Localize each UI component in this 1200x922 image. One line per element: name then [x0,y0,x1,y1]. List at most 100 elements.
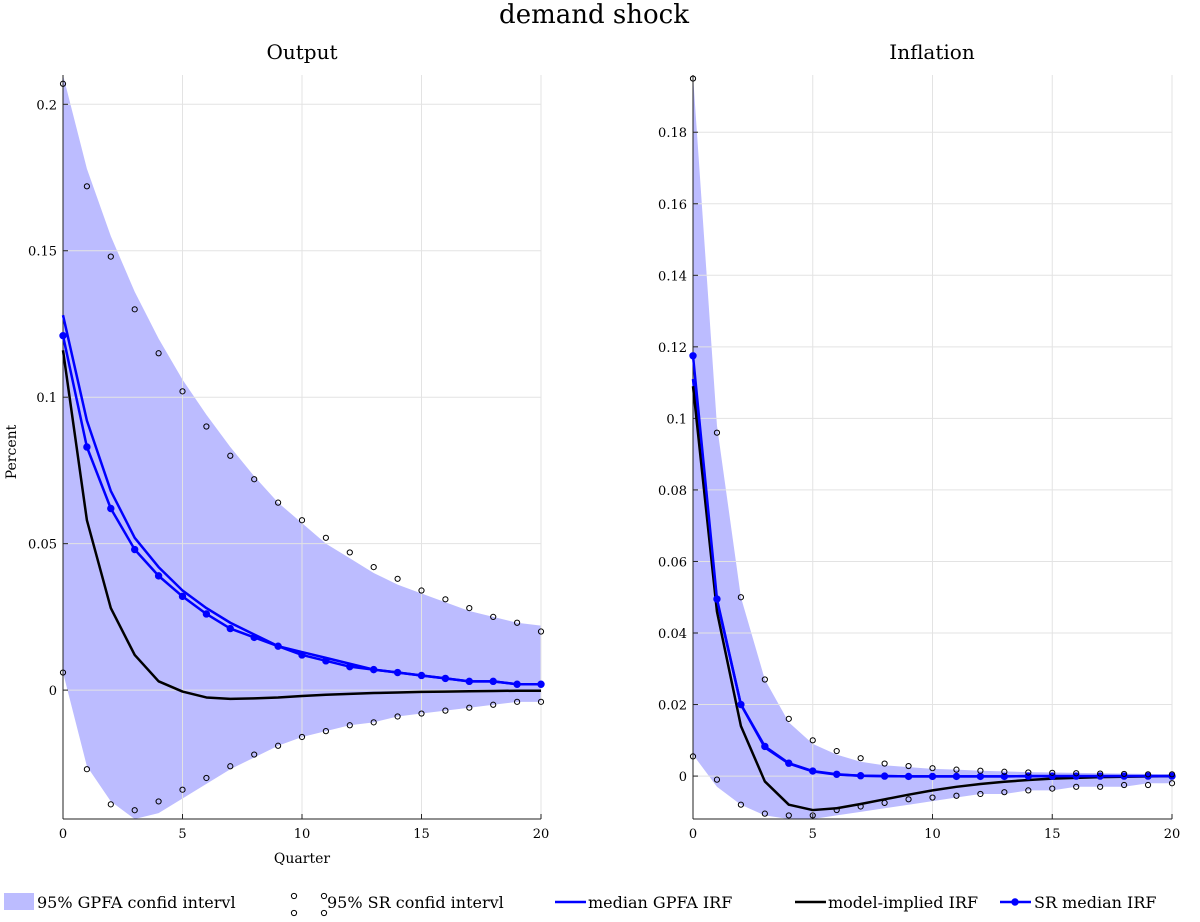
inflation-sr-band-lower-point [929,794,936,801]
output-sr-band-upper-point [418,587,425,594]
inflation-sr-band-lower-point [977,790,984,798]
output-sr-median-point [226,624,235,633]
output-sr-band-lower-point [251,751,258,758]
inflation-gpfa-confidence-band [693,75,1172,819]
output-y-tick-label: 0.1 [36,391,57,406]
output-x-tick-label: 0 [59,827,67,842]
output-sr-band-upper-point [275,499,282,506]
inflation-sr-median-point [785,759,793,767]
output-y-axis-label: Percent [4,424,20,479]
inflation-y-tick-label: 0.18 [658,126,687,141]
inflation-sr-band-upper-point [689,75,697,82]
inflation-sr-band-lower-point [857,803,864,810]
inflation-sr-band-upper-point [1144,771,1152,778]
legend-model-implied-label: model-implied IRF [828,893,978,912]
output-sr-band-upper-point [466,605,473,612]
output-model-implied-line [61,350,541,701]
output-sr-band-upper-point [322,534,329,541]
output-sr-median-point [83,443,91,451]
output-y-tick-label: 0.2 [36,98,57,113]
output-sr-median-point [417,671,426,680]
output-sr-band-lower-point [83,766,91,773]
output-sr-band-lower-point [131,807,138,814]
output-sr-band-lower-point [394,713,401,720]
inflation-sr-median-point [856,772,865,780]
legend-sr-band-swatch [290,892,328,917]
legend: 95% GPFA confid intervl 95% SR confid in… [4,892,1157,917]
output-x-tick-label: 20 [533,827,550,842]
inflation-sr-band-upper-point [1025,769,1032,776]
inflation-sr-band-upper-point [833,747,840,755]
output-sr-band-upper-point [59,80,67,87]
output-sr-band-upper-point [298,517,306,524]
inflation-model-implied-line [691,386,1173,812]
inflation-sr-band-lower-point [1001,789,1008,796]
output-sr-band-upper-point [514,619,521,626]
inflation-sr-band-lower-point [785,812,792,819]
output-sr-band-upper-point [131,306,138,313]
output-sr-band-upper-point [346,549,353,556]
output-sr-band-lower-point [537,698,545,705]
legend-sr-median-swatch [1000,898,1031,906]
inflation-sr-median-point [1144,772,1152,780]
inflation-sr-band-upper-point [857,755,864,762]
output-sr-band-lower-point [298,733,306,741]
output-sr-median-point [154,572,163,580]
inflation-y-tick-label: 0.08 [658,484,687,499]
inflation-y-tick-label: 0.14 [658,269,687,284]
inflation-sr-band-lower-point [1073,783,1080,790]
output-x-tick-label: 15 [413,827,430,842]
output-sr-band-upper-point [227,452,234,459]
figure-title: demand shock [499,0,689,30]
output-y-tick-label: 0 [49,684,57,699]
output-y-tick-label: 0.15 [28,245,57,260]
inflation-sr-median-point [976,772,985,781]
inflation-sr-median-point [737,700,745,709]
inflation-sr-band-lower-point [1025,787,1032,794]
output-sr-median-point [537,680,545,688]
output-sr-median-point [393,668,402,677]
output-sr-median-point [489,677,497,686]
inflation-sr-median-point [761,742,769,751]
inflation-sr-band-lower-point [905,796,912,803]
inflation-sr-median-point [1168,772,1176,780]
inflation-sr-band-lower-point [953,792,960,799]
inflation-sr-median-point [713,595,721,603]
inflation-sr-median-point [928,772,937,781]
inflation-y-tick-label: 0.1 [666,412,687,427]
output-sr-band-upper-point [370,563,377,571]
inflation-x-tick-label: 0 [689,827,697,842]
inflation-sr-band-upper-point [929,765,936,772]
inflation-sr-band-lower-point [1097,783,1104,790]
output-sr-band-upper-point [537,628,545,635]
output-sr-band-lower-point [227,763,234,770]
output-sr-band-upper-point [155,350,162,357]
output-sr-median-point [346,662,354,671]
output-x-tick-label: 10 [294,827,311,842]
inflation-sr-band-lower-point [1049,785,1056,792]
inflation-sr-median-point [880,772,889,780]
output-sr-band-lower-point [203,774,210,782]
output-panel-title: Output [266,40,337,64]
inflation-sr-band-upper-point [977,767,984,774]
inflation-y-tick-label: 0 [679,770,687,785]
output-sr-band-upper-point [490,613,497,620]
inflation-sr-median-point [904,772,913,781]
output-sr-band-lower-point [346,722,353,729]
inflation-sr-band-upper-point [1168,771,1176,778]
inflation-sr-band-upper-point [1121,770,1128,778]
output-sr-band-lower-point [466,704,473,711]
inflation-sr-band-lower-point [1168,780,1176,787]
inflation-sr-band-upper-point [713,429,721,436]
inflation-sr-band-lower-point [881,799,888,807]
inflation-sr-band-upper-point [809,737,816,744]
output-sr-band-lower-point [275,742,282,749]
output-sr-band-upper-point [179,388,186,395]
output-sr-band-lower-point [490,701,497,708]
output-sr-median-point [59,331,67,340]
output-sr-median-point [178,592,187,601]
inflation-sr-band-upper-point [785,715,792,722]
inflation-sr-band-upper-point [1049,769,1056,776]
